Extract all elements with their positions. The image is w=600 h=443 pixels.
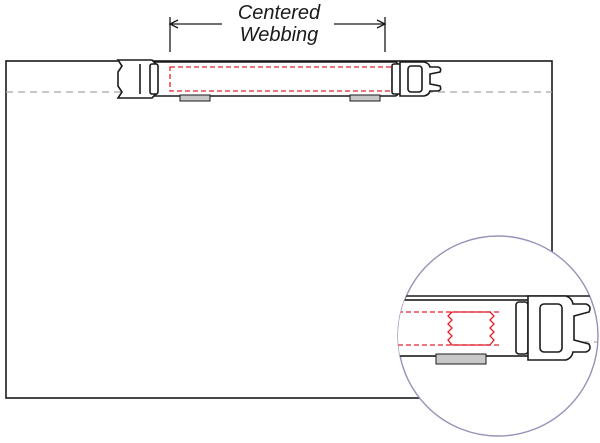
buckle-male-right	[391, 61, 442, 97]
centered-webbing-label: Centered Webbing	[170, 2, 388, 46]
label-line-1: Centered	[237, 2, 321, 24]
zigzag-stitch	[447, 311, 495, 346]
detail-inset	[397, 235, 599, 437]
label-line-2: Webbing	[239, 24, 319, 46]
dimension-marker	[168, 17, 387, 52]
webbing-strap	[151, 61, 399, 102]
buckle-female-left	[116, 59, 159, 99]
